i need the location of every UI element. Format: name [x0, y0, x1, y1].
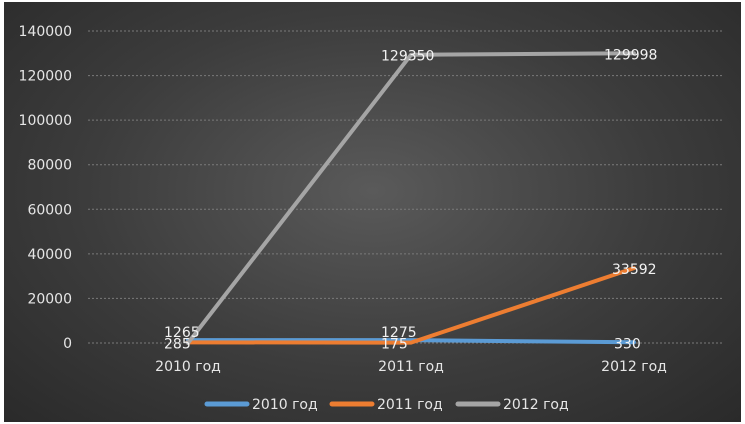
data-label: 1265 [164, 325, 200, 341]
x-tick-label: 2010 год [155, 359, 221, 375]
chart-frame [4, 2, 741, 422]
legend: 2010 год 2011 год 2012 год [204, 397, 569, 413]
legend-label: 2011 год [377, 397, 443, 413]
y-tick-label: 0 [63, 336, 72, 352]
gridlines [88, 30, 724, 344]
data-label: 33592 [612, 262, 657, 278]
y-tick-label: 120000 [19, 69, 72, 85]
series-lines [186, 51, 636, 345]
x-axis: 2010 год 2011 год 2012 год [155, 359, 667, 375]
data-label: 285 [164, 336, 191, 352]
data-labels: 1265 1275 330 285 175 33592 129350 129998 [164, 47, 657, 352]
series-line [186, 51, 636, 345]
series-line [186, 338, 636, 345]
y-tick-label: 20000 [27, 291, 72, 307]
y-tick-label: 80000 [27, 158, 72, 174]
legend-label: 2012 год [503, 397, 569, 413]
y-tick-label: 40000 [27, 247, 72, 263]
x-tick-label: 2012 год [601, 359, 667, 375]
y-axis: 0 20000 40000 60000 80000 100000 120000 140000 [19, 24, 72, 352]
data-label: 175 [381, 337, 408, 353]
y-tick-label: 60000 [27, 202, 72, 218]
data-label: 129350 [381, 49, 434, 65]
legend-label: 2010 год [252, 397, 318, 413]
data-label: 330 [614, 336, 641, 352]
data-label: 1275 [381, 325, 417, 341]
y-tick-label: 100000 [19, 113, 72, 129]
data-label: 129998 [604, 47, 657, 63]
series-line [186, 266, 636, 345]
y-tick-label: 140000 [19, 24, 72, 40]
x-tick-label: 2011 год [378, 359, 444, 375]
